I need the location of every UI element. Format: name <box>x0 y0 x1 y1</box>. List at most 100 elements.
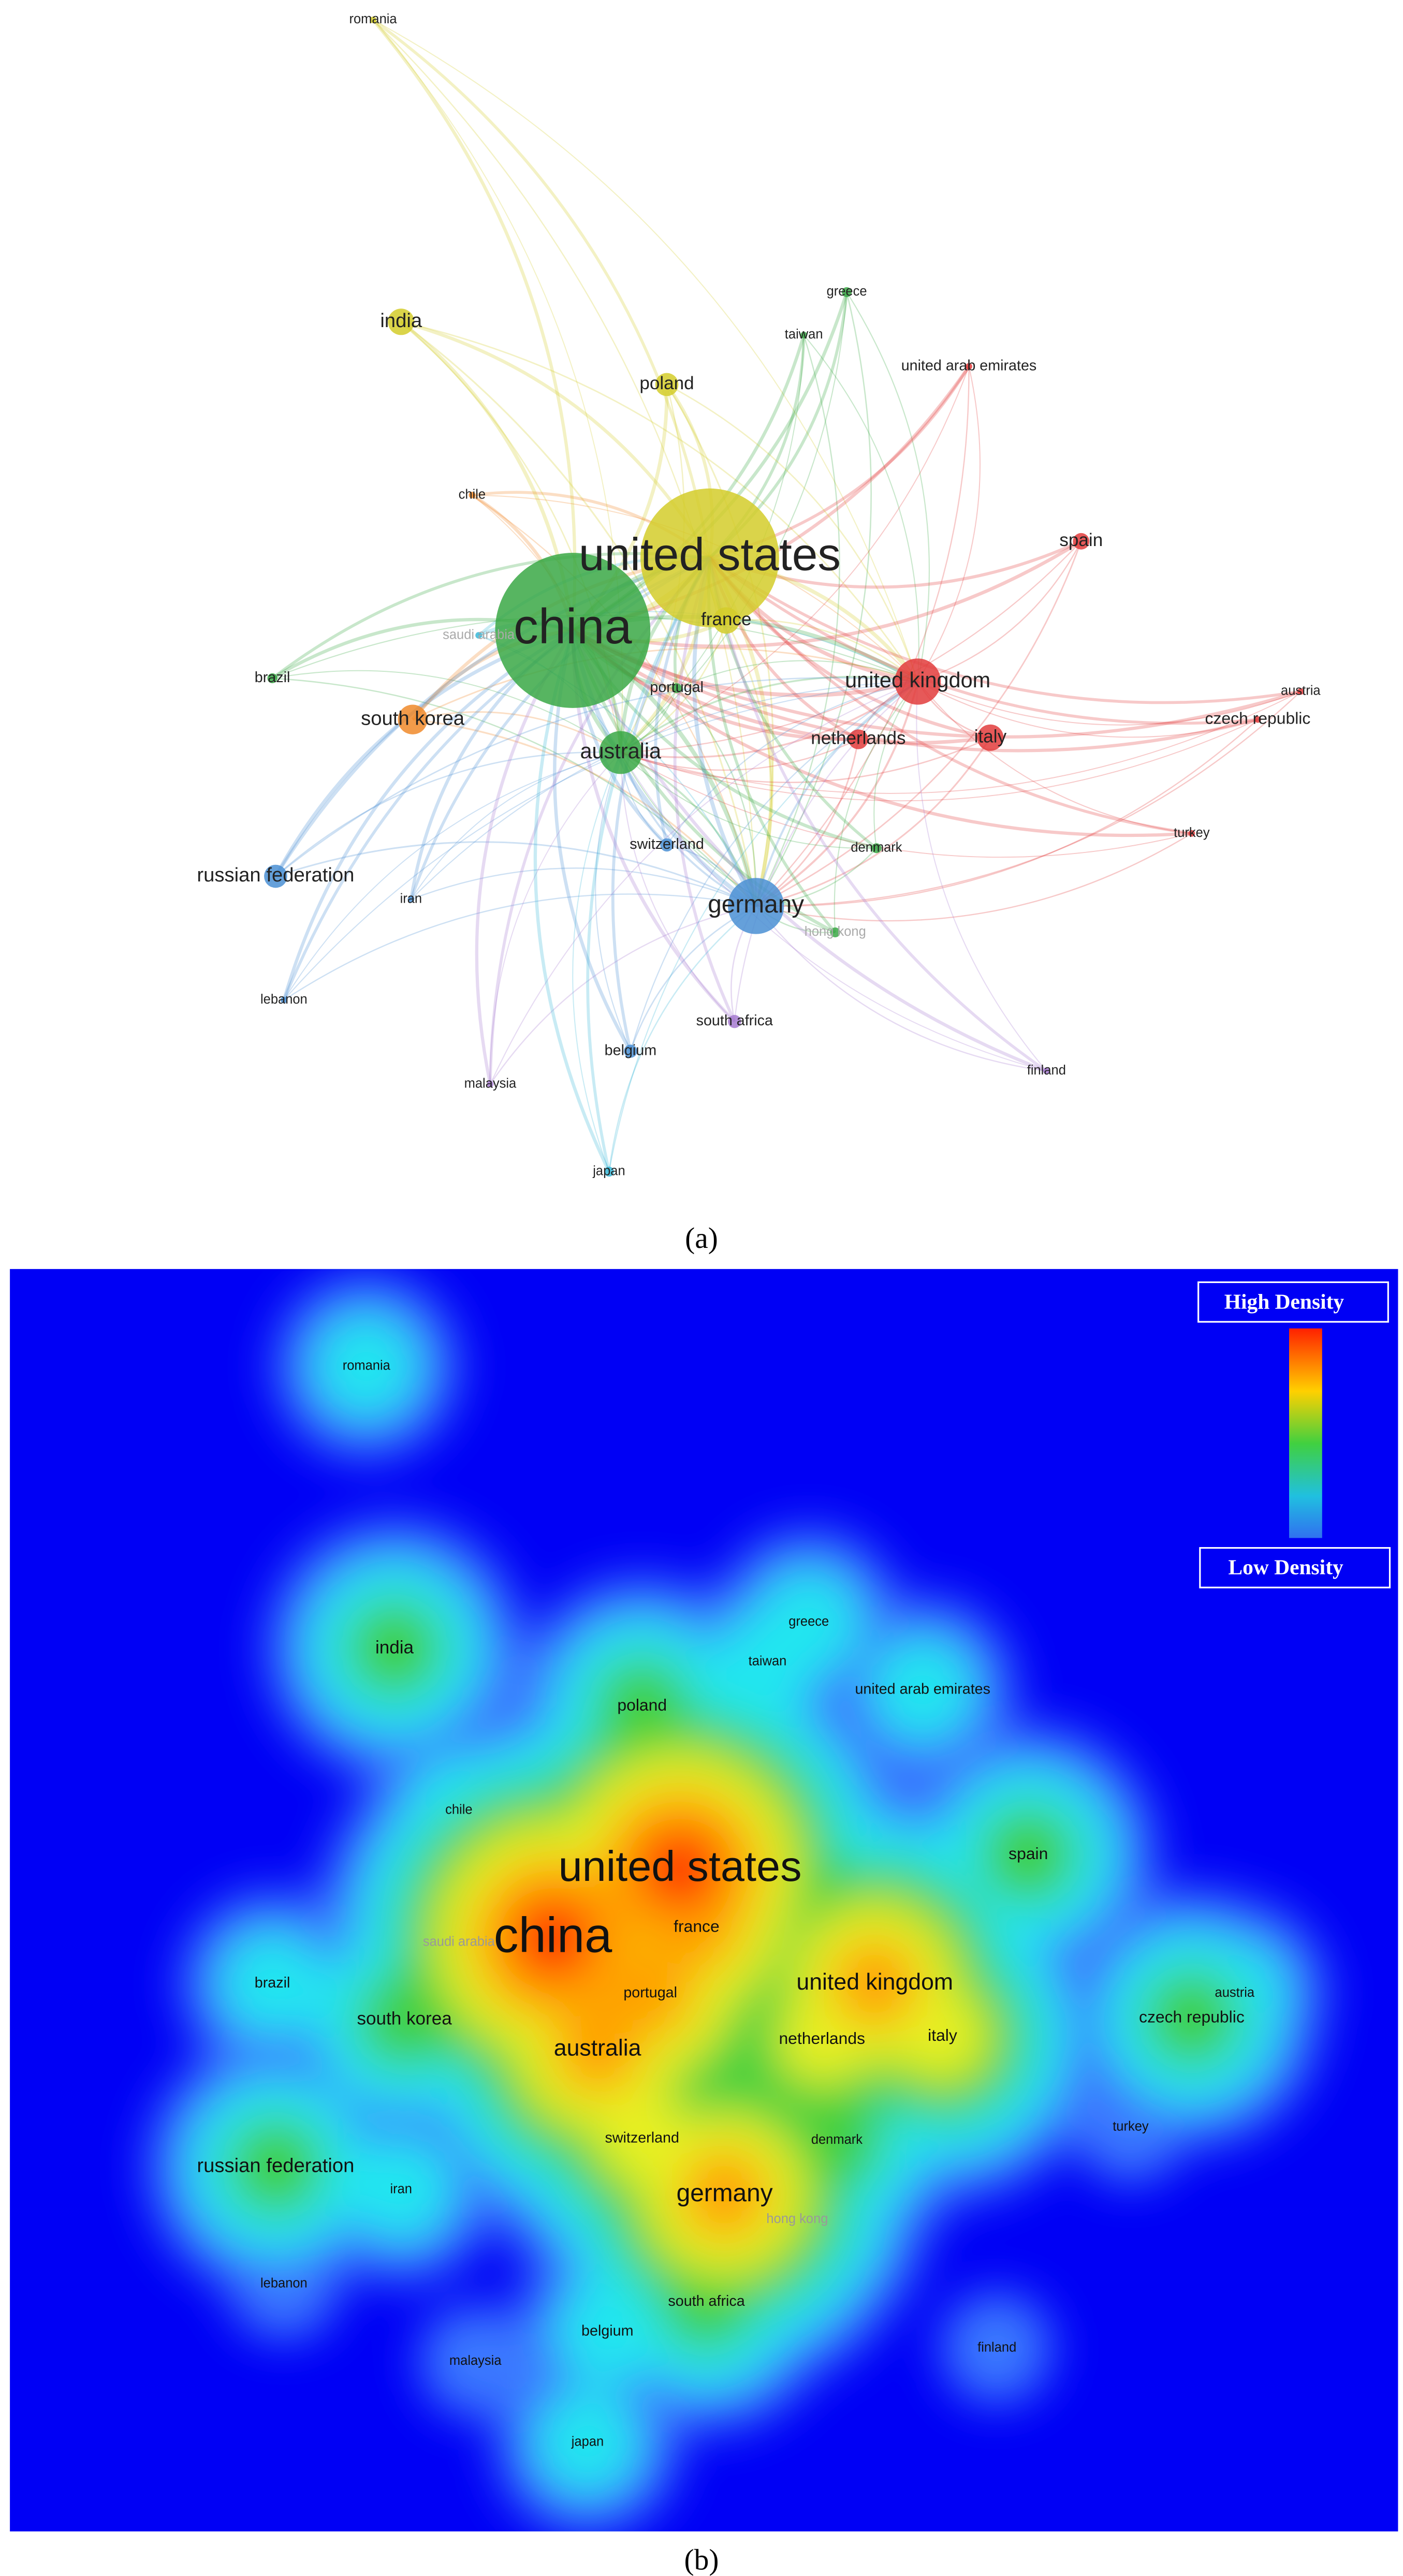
density-label: denmark <box>811 2132 863 2147</box>
node-label: saudi arabia <box>443 627 515 642</box>
node <box>977 724 1004 751</box>
edge <box>412 711 621 754</box>
node-label: japan <box>592 1164 625 1178</box>
edges <box>271 19 1302 1173</box>
caption: (b) <box>684 2544 719 2576</box>
edge <box>620 675 918 754</box>
legend-box <box>1199 1547 1391 1588</box>
edge <box>873 681 918 848</box>
edge <box>917 681 1258 738</box>
edge <box>283 893 756 1001</box>
edge <box>917 366 981 682</box>
edge <box>275 677 918 877</box>
density-label: china <box>494 1908 612 1963</box>
node <box>871 843 882 853</box>
node-label: greece <box>827 284 867 299</box>
node <box>655 373 679 396</box>
node <box>713 607 740 634</box>
edge <box>620 681 918 758</box>
density-label: brazil <box>255 1975 290 1991</box>
density-label: taiwan <box>749 1654 787 1668</box>
node-label: turkey <box>1174 826 1210 840</box>
edge <box>755 905 1047 1072</box>
density-blob <box>534 2389 641 2495</box>
node <box>398 704 428 734</box>
edge <box>372 19 577 631</box>
edge <box>283 681 918 1000</box>
node-label: united states <box>579 528 841 580</box>
density-label: turkey <box>1113 2119 1149 2133</box>
edge <box>756 719 1259 907</box>
density-label: poland <box>617 1696 667 1714</box>
node-label: belgium <box>605 1042 656 1059</box>
edge <box>755 292 872 907</box>
edge <box>917 681 1192 834</box>
node <box>407 896 415 903</box>
edge <box>572 629 1259 753</box>
edge <box>620 752 1047 1072</box>
edge <box>726 619 918 682</box>
legend-bar <box>1289 1328 1322 1538</box>
edge <box>608 905 757 1172</box>
node-label: australia <box>580 739 662 763</box>
density-label: greece <box>788 1614 829 1629</box>
node-label: south korea <box>361 707 465 729</box>
edge <box>666 384 918 682</box>
node <box>830 927 840 937</box>
node <box>1188 830 1195 837</box>
node-label: netherlands <box>811 728 905 748</box>
edge <box>401 321 918 682</box>
density-label: japan <box>571 2434 604 2449</box>
edge <box>608 681 918 1172</box>
edge <box>372 19 757 906</box>
density-label: india <box>375 1637 414 1657</box>
node <box>388 308 415 335</box>
density-blob <box>419 2305 532 2418</box>
edge <box>755 737 991 907</box>
node-label: romania <box>349 12 397 26</box>
density-blob <box>978 1805 1078 1905</box>
node-label: finland <box>1027 1063 1066 1078</box>
density-blob <box>345 1599 444 1698</box>
density-blob <box>348 2137 454 2243</box>
edge <box>834 681 918 933</box>
node-label: france <box>701 609 751 629</box>
density-labels: romania india greece taiwan united arab emir… <box>197 1359 1254 2449</box>
edge <box>620 691 1301 794</box>
density-blob <box>1142 1968 1241 2068</box>
density-label: australia <box>554 2036 641 2061</box>
density-label: czech republic <box>1139 2008 1245 2026</box>
density-label: germany <box>677 2180 773 2207</box>
density-blob <box>227 2228 340 2340</box>
node <box>1043 1067 1050 1074</box>
density-label: malaysia <box>449 2353 502 2368</box>
edge <box>846 291 930 682</box>
node-label: czech republic <box>1205 709 1311 728</box>
node-label: china <box>514 599 632 654</box>
density-blob <box>220 1931 326 2037</box>
edge <box>489 752 621 1084</box>
node <box>599 731 642 774</box>
density-blob <box>313 1313 419 1419</box>
density-label: finland <box>977 2341 1016 2355</box>
edge <box>400 321 757 906</box>
edge <box>271 552 710 680</box>
edge <box>533 630 611 1173</box>
edge <box>272 670 621 753</box>
node <box>604 1167 615 1177</box>
density-blob <box>870 1637 976 1743</box>
node <box>1073 533 1090 550</box>
node <box>495 553 651 708</box>
density-blob <box>941 2292 1054 2405</box>
edge <box>620 739 859 771</box>
density-blob <box>640 1830 720 1909</box>
edge <box>676 687 757 906</box>
edge <box>412 718 757 907</box>
density-label: south korea <box>357 2009 452 2029</box>
density-label: hong kong <box>766 2212 828 2226</box>
node-label: portugal <box>650 679 704 696</box>
edge <box>572 629 1302 739</box>
density-label: belgium <box>581 2323 633 2339</box>
edge <box>411 681 918 900</box>
